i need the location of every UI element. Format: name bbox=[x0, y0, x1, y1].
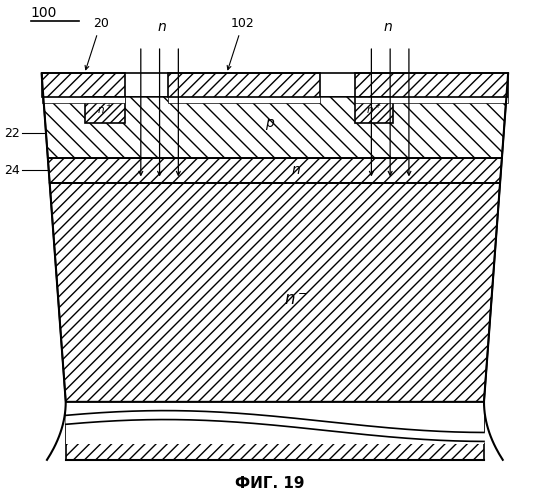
Text: n: n bbox=[292, 164, 301, 177]
Text: $n^+$: $n^+$ bbox=[97, 103, 113, 117]
Bar bbox=[355, 74, 508, 97]
Text: p: p bbox=[265, 116, 274, 130]
Text: 20: 20 bbox=[85, 17, 108, 70]
Polygon shape bbox=[43, 97, 507, 158]
Text: ФИГ. 19: ФИГ. 19 bbox=[235, 476, 304, 491]
Bar bbox=[66, 402, 484, 460]
Bar bbox=[66, 402, 484, 444]
Bar bbox=[168, 97, 321, 103]
Text: 100: 100 bbox=[31, 6, 57, 20]
Text: $n^-$: $n^-$ bbox=[284, 290, 308, 308]
Bar bbox=[168, 74, 321, 97]
Polygon shape bbox=[85, 97, 125, 123]
Text: n: n bbox=[383, 20, 392, 34]
Text: $n^+$: $n^+$ bbox=[366, 103, 382, 117]
Text: 22: 22 bbox=[4, 126, 20, 140]
Bar bbox=[355, 74, 508, 97]
Polygon shape bbox=[48, 158, 502, 183]
Text: n: n bbox=[158, 20, 167, 34]
Polygon shape bbox=[355, 97, 393, 123]
Text: 24: 24 bbox=[4, 164, 20, 177]
Bar bbox=[42, 74, 125, 97]
Polygon shape bbox=[50, 183, 500, 402]
Bar bbox=[355, 97, 508, 103]
Bar bbox=[168, 74, 321, 97]
Bar bbox=[66, 444, 484, 460]
Bar bbox=[42, 74, 125, 97]
Text: 102: 102 bbox=[227, 17, 254, 70]
Bar bbox=[42, 97, 125, 103]
